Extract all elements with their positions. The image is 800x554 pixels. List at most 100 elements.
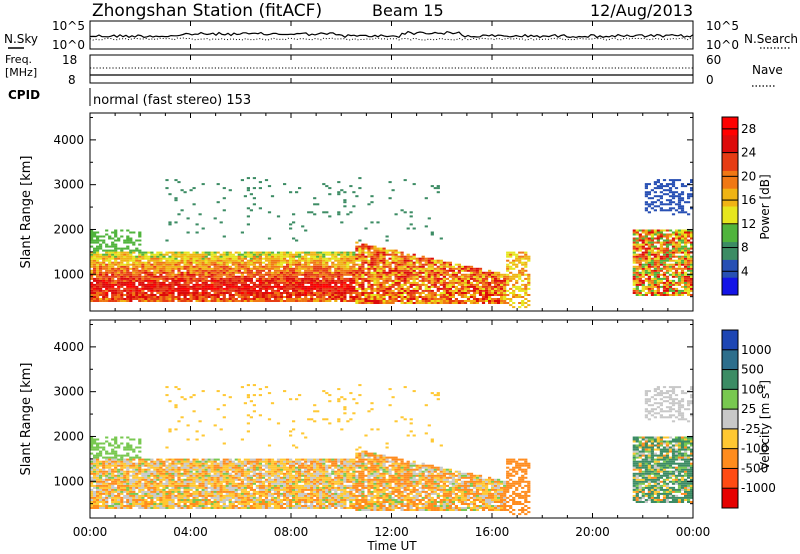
power-cell [90, 245, 94, 248]
power-cell [641, 255, 645, 258]
power-cell [111, 283, 115, 286]
velocity-cell [159, 474, 163, 477]
power-cell [680, 211, 685, 214]
power-cell [162, 275, 166, 278]
power-cell [207, 257, 211, 260]
velocity-cell [102, 474, 106, 477]
power-cell [316, 281, 320, 284]
power-cell [352, 281, 356, 284]
power-cell [126, 283, 130, 286]
power-cell [385, 273, 389, 276]
velocity-cell [96, 476, 100, 479]
power-cell [677, 267, 682, 270]
power-cell [367, 281, 371, 284]
velocity-cell [120, 462, 124, 465]
power-cell [295, 191, 299, 194]
velocity-cell [141, 486, 145, 489]
velocity-cell [183, 462, 187, 465]
power-cell [117, 257, 121, 260]
velocity-cell [180, 501, 184, 503]
power-cell [120, 263, 124, 266]
power-cell [665, 209, 670, 212]
power-cell [331, 265, 335, 268]
power-cell [644, 201, 648, 204]
colorbar-tick-label: 4 [741, 264, 749, 278]
velocity-cell [165, 490, 169, 493]
power-cell [261, 292, 266, 294]
power-cell [135, 289, 139, 292]
power-cell [243, 300, 247, 302]
power-cell [132, 281, 136, 284]
power-cell [659, 261, 663, 264]
power-cell [328, 296, 332, 298]
power-cell [647, 263, 651, 266]
power-cell [346, 289, 350, 292]
power-cell [349, 277, 353, 280]
power-cell [662, 243, 667, 246]
power-cell [234, 263, 238, 266]
power-cell [647, 191, 651, 194]
power-cell [361, 292, 365, 294]
velocity-cell [147, 496, 151, 499]
power-cell [141, 261, 145, 264]
power-cell [349, 185, 353, 188]
y-tick-label: 1000 [53, 267, 84, 281]
velocity-cell [111, 482, 115, 485]
power-cell [665, 267, 670, 270]
power-cell [129, 253, 133, 256]
velocity-cell [144, 505, 148, 507]
velocity-cell [132, 472, 136, 475]
power-cell [252, 283, 256, 286]
power-cell [518, 275, 522, 278]
power-cell [286, 267, 290, 270]
power-cell [279, 294, 284, 296]
power-cell [430, 275, 434, 278]
power-cell [659, 263, 663, 266]
power-cell [168, 259, 172, 262]
power-cell [463, 296, 468, 298]
velocity-cell [120, 501, 124, 503]
power-cell [415, 300, 419, 302]
power-cell [93, 253, 97, 256]
power-cell [677, 275, 682, 278]
power-cell [126, 296, 130, 298]
power-cell [370, 300, 374, 302]
velocity-cell [147, 488, 151, 491]
power-cell [153, 281, 157, 284]
power-cell [340, 265, 344, 268]
power-cell [249, 267, 253, 270]
power-cell [451, 296, 455, 298]
power-cell [653, 247, 657, 250]
power-cell [255, 279, 259, 282]
power-cell [653, 253, 657, 256]
power-cell [249, 273, 253, 276]
power-cell [279, 298, 284, 300]
power-cell [687, 281, 691, 284]
power-cell [367, 247, 371, 250]
power-cell [292, 257, 296, 260]
power-cell [325, 279, 329, 282]
power-cell [240, 285, 244, 288]
velocity-cell [126, 454, 130, 457]
power-cell [90, 300, 94, 302]
power-cell [412, 296, 416, 298]
power-cell [301, 285, 305, 288]
power-cell [114, 239, 118, 242]
power-cell [460, 300, 464, 302]
power-cell [141, 292, 145, 294]
power-cell [292, 298, 296, 300]
power-cell [304, 292, 308, 294]
power-cell [243, 257, 247, 260]
power-cell [481, 279, 486, 282]
power-cell [494, 285, 498, 288]
power-cell [243, 253, 247, 256]
velocity-cell [99, 478, 103, 481]
power-cell [292, 281, 296, 284]
power-cell [298, 281, 302, 284]
velocity-cell [108, 494, 112, 497]
power-cell [503, 273, 507, 276]
power-cell [466, 275, 471, 278]
velocity-cell [156, 478, 160, 481]
power-cell [201, 265, 205, 268]
